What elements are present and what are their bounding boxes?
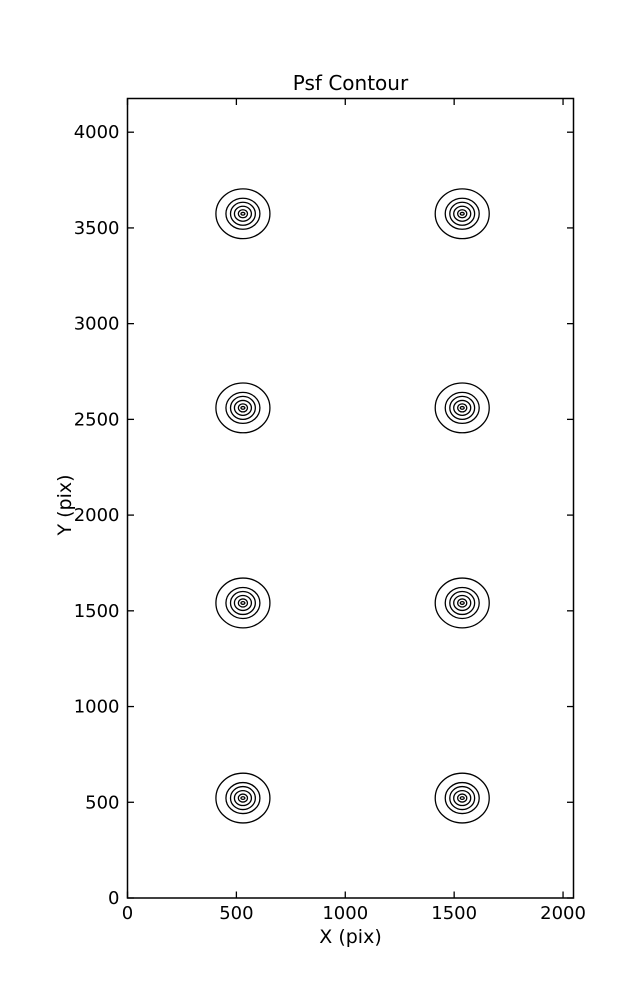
x-tick-label: 2000 [540, 903, 586, 924]
contour-ring [453, 789, 472, 807]
contour-ring [237, 209, 249, 219]
contour-ring [456, 793, 468, 803]
y-tick-label: 1500 [74, 601, 120, 622]
y-tick-label: 2500 [74, 409, 120, 430]
y-tick-label: 500 [85, 792, 119, 813]
psf-contour-cluster [215, 772, 271, 824]
psf-contour-cluster [434, 188, 490, 240]
contour-ring [449, 395, 476, 421]
contour-ring [456, 598, 468, 608]
contour-ring [453, 594, 472, 612]
contour-ring [215, 188, 271, 240]
contour-ring [215, 577, 271, 629]
y-tick-label: 4000 [74, 122, 120, 143]
y-tick-label: 2000 [74, 505, 120, 526]
contour-ring [444, 197, 480, 230]
contour-ring [240, 405, 246, 410]
contour-ring [449, 201, 476, 226]
contour-ring [459, 211, 465, 216]
contour-ring [453, 205, 472, 222]
y-tick-label: 3500 [74, 218, 120, 239]
contour-ring [233, 399, 253, 417]
contour-ring [434, 382, 490, 434]
contour-ring [456, 209, 468, 219]
contour-ring [240, 211, 246, 216]
psf-contour-cluster [215, 577, 271, 629]
contour-ring [444, 391, 480, 425]
contour-ring [459, 405, 465, 410]
contour-ring [434, 188, 490, 240]
contour-ring [240, 600, 246, 605]
contour-ring [215, 382, 271, 434]
contour-ring [233, 205, 253, 222]
contour-ring [229, 395, 256, 421]
contour-ring [233, 594, 253, 612]
x-tick-label: 500 [219, 903, 253, 924]
contour-ring [237, 598, 249, 608]
contour-ring [225, 197, 261, 230]
contour-ring [434, 772, 490, 824]
contour-ring [453, 399, 472, 417]
contour-ring [434, 577, 490, 629]
psf-contour-cluster [215, 188, 271, 240]
contour-ring [233, 789, 253, 807]
y-tick-label: 1000 [74, 697, 120, 718]
plot-generated-layer: 0 500 1000 1500 2000 0 500 1000 1500 2000 2500 3000… [74, 97, 586, 924]
psf-contour-cluster [434, 772, 490, 824]
contour-ring [229, 590, 256, 616]
psf-contour-cluster [434, 382, 490, 434]
contour-ring [237, 403, 249, 413]
x-tick-label: 0 [122, 903, 133, 924]
contour-ring [444, 586, 480, 620]
y-axis-label: Y (pix) [54, 474, 76, 536]
x-axis-label: X (pix) [319, 926, 381, 948]
y-tick-label: 3000 [74, 314, 120, 335]
contour-ring [240, 796, 246, 801]
x-tick-label: 1500 [431, 903, 477, 924]
psf-contour-cluster [434, 577, 490, 629]
contour-ring [456, 403, 468, 413]
psf-contour-cluster [215, 382, 271, 434]
y-tick-label: 0 [108, 888, 119, 909]
contour-ring [225, 391, 261, 425]
contour-ring [229, 785, 256, 811]
contour-ring [225, 781, 261, 815]
contour-ring [459, 600, 465, 605]
contour-ring [229, 201, 256, 226]
contour-ring [459, 796, 465, 801]
contour-ring [215, 772, 271, 824]
contour-ring [449, 785, 476, 811]
plot-title: Psf Contour [293, 71, 409, 95]
x-tick-label: 1000 [322, 903, 368, 924]
contour-ring [444, 781, 480, 815]
contour-ring [237, 793, 249, 803]
axes-frame [126, 97, 575, 899]
contour-ring [449, 590, 476, 616]
contour-ring [225, 586, 261, 620]
